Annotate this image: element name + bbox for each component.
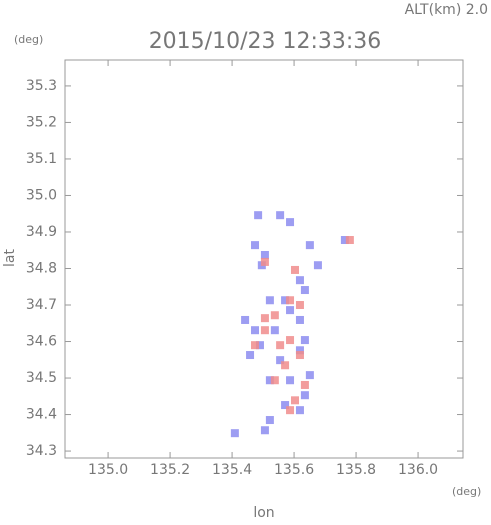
y-tick-label: 34.4 — [26, 407, 57, 423]
x-tick-label: 135.2 — [150, 462, 190, 478]
echo-cell — [305, 371, 314, 380]
echo-cell — [254, 211, 263, 220]
echo-cell — [286, 306, 295, 315]
echo-cell — [295, 346, 304, 355]
x-axis-label: lon — [253, 505, 274, 521]
echo-cell — [286, 218, 295, 227]
echo-cell — [241, 315, 250, 324]
echo-cell — [265, 416, 274, 425]
echo-cell — [276, 211, 285, 220]
echo-cell — [300, 391, 309, 400]
echo-cell — [295, 301, 304, 310]
echo-cell — [290, 396, 299, 405]
x-tick-label: 135.8 — [336, 462, 376, 478]
echo-cell — [295, 276, 304, 285]
echo-cell — [281, 296, 290, 305]
echo-cell — [286, 296, 295, 305]
echo-cell — [251, 326, 260, 335]
y-tick-label: 34.7 — [26, 297, 57, 313]
echo-cell — [260, 314, 269, 323]
annotation: ALT(km) 2.0 — [405, 2, 488, 18]
y-tick-label: 34.6 — [26, 334, 57, 350]
x-tick-label: 135.6 — [274, 462, 314, 478]
y-tick-label: 34.9 — [26, 224, 57, 240]
x-unit: (deg) — [452, 485, 481, 498]
echo-cell — [260, 250, 269, 259]
y-tick-label: 35.2 — [26, 114, 57, 130]
echo-cell — [260, 326, 269, 335]
echo-cell — [295, 315, 304, 324]
x-tick-label: 135.4 — [212, 462, 252, 478]
echo-cell — [276, 356, 285, 365]
echo-cell — [281, 361, 290, 370]
y-tick-label: 34.5 — [26, 370, 57, 386]
echo-cell — [300, 380, 309, 389]
echo-cell — [345, 236, 354, 245]
y-tick-label: 35.3 — [26, 78, 57, 94]
echo-cell — [276, 341, 285, 350]
y-tick-label: 35.1 — [26, 151, 57, 167]
y-tick-label: 34.3 — [26, 443, 57, 459]
echo-cell — [260, 257, 269, 266]
echo-cell — [230, 429, 239, 438]
echo-cell — [251, 341, 260, 350]
echo-cell — [300, 336, 309, 345]
echo-cell — [281, 401, 290, 410]
x-tick-label: 135.0 — [88, 462, 128, 478]
echo-cell — [313, 261, 322, 270]
echo-cell — [270, 311, 279, 320]
echo-cell — [286, 406, 295, 415]
echo-cell — [265, 296, 274, 305]
x-tick-label: 136.0 — [398, 462, 438, 478]
echo-cell — [340, 236, 349, 245]
y-unit: (deg) — [14, 33, 43, 46]
echo-cell — [255, 341, 264, 350]
plot-frame — [64, 59, 464, 459]
y-tick-label: 34.8 — [26, 260, 57, 276]
echo-cell — [265, 376, 274, 385]
echo-cell — [251, 241, 260, 250]
echo-cell — [305, 241, 314, 250]
y-axis-label: lat — [2, 249, 18, 267]
echo-cell — [300, 286, 309, 295]
echo-cell — [286, 376, 295, 385]
y-tick-label: 35.0 — [26, 187, 57, 203]
chart-title: 2015/10/23 12:33:36 — [149, 29, 382, 54]
echo-cell — [270, 326, 279, 335]
echo-cell — [295, 406, 304, 415]
echo-cell — [290, 265, 299, 274]
echo-cell — [295, 351, 304, 360]
echo-cell — [260, 426, 269, 435]
echo-cell — [270, 376, 279, 385]
echo-cell — [246, 351, 255, 360]
echo-cell — [286, 336, 295, 345]
